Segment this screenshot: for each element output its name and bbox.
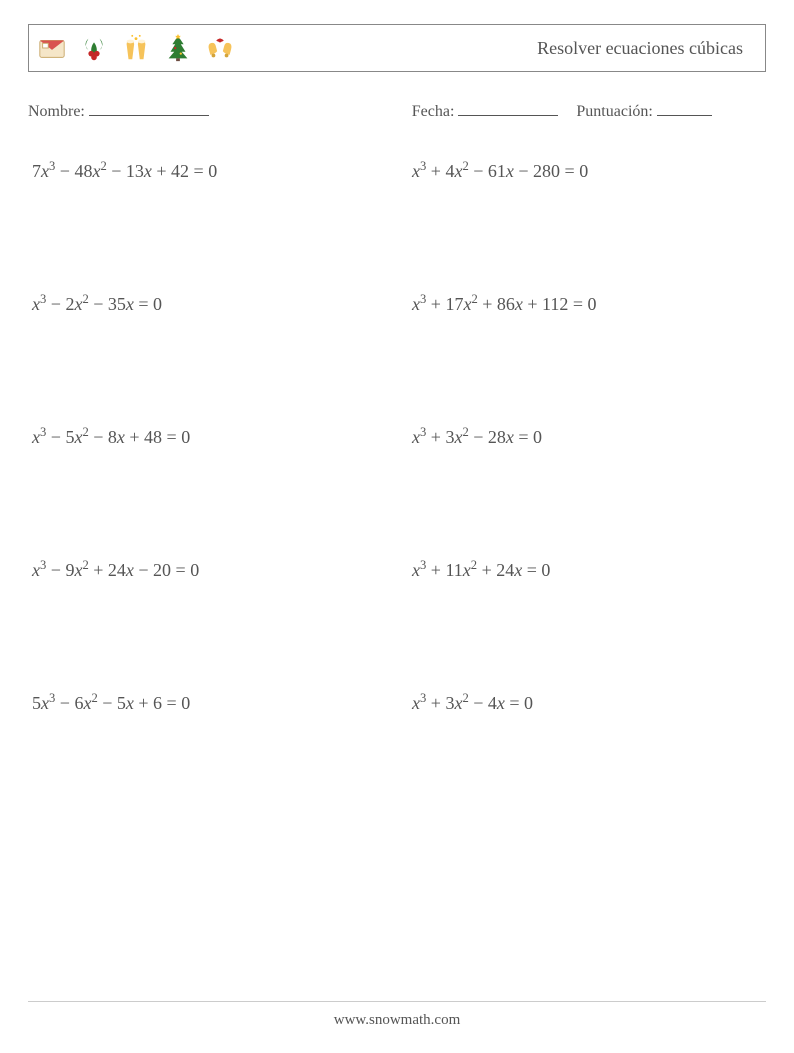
date-field: Fecha: [412,100,559,121]
bells-icon [205,33,235,63]
equation-left-4: x3 − 9x2 + 24x − 20 = 0 [32,560,382,581]
name-label: Nombre: [28,103,85,120]
envelope-icon [37,33,67,63]
equation-left-5: 5x3 − 6x2 − 5x + 6 = 0 [32,693,382,714]
equation-right-3: x3 + 3x2 − 28x = 0 [412,427,762,448]
holly-icon [79,33,109,63]
header-icons [37,33,235,63]
footer: www.snowmath.com [28,1001,766,1029]
equations-grid: 7x3 − 48x2 − 13x + 42 = 0 x3 + 4x2 − 61x… [28,161,766,714]
score-underline [657,100,712,116]
footer-url: www.snowmath.com [334,1012,461,1028]
score-label: Puntuación: [576,103,652,120]
equation-right-2: x3 + 17x2 + 86x + 112 = 0 [412,294,762,315]
worksheet-title: Resolver ecuaciones cúbicas [537,38,753,59]
equation-left-2: x3 − 2x2 − 35x = 0 [32,294,382,315]
date-label: Fecha: [412,103,455,120]
tree-icon [163,33,193,63]
equation-left-3: x3 − 5x2 − 8x + 48 = 0 [32,427,382,448]
info-row: Nombre: Fecha: Puntuación: [28,100,766,121]
equation-right-4: x3 + 11x2 + 24x = 0 [412,560,762,581]
score-field: Puntuación: [576,100,711,121]
equation-left-1: 7x3 − 48x2 − 13x + 42 = 0 [32,161,382,182]
equation-right-5: x3 + 3x2 − 4x = 0 [412,693,762,714]
toast-icon [121,33,151,63]
name-field: Nombre: [28,100,412,121]
equation-right-1: x3 + 4x2 − 61x − 280 = 0 [412,161,762,182]
header-box: Resolver ecuaciones cúbicas [28,24,766,72]
name-underline [89,100,209,116]
date-underline [458,100,558,116]
